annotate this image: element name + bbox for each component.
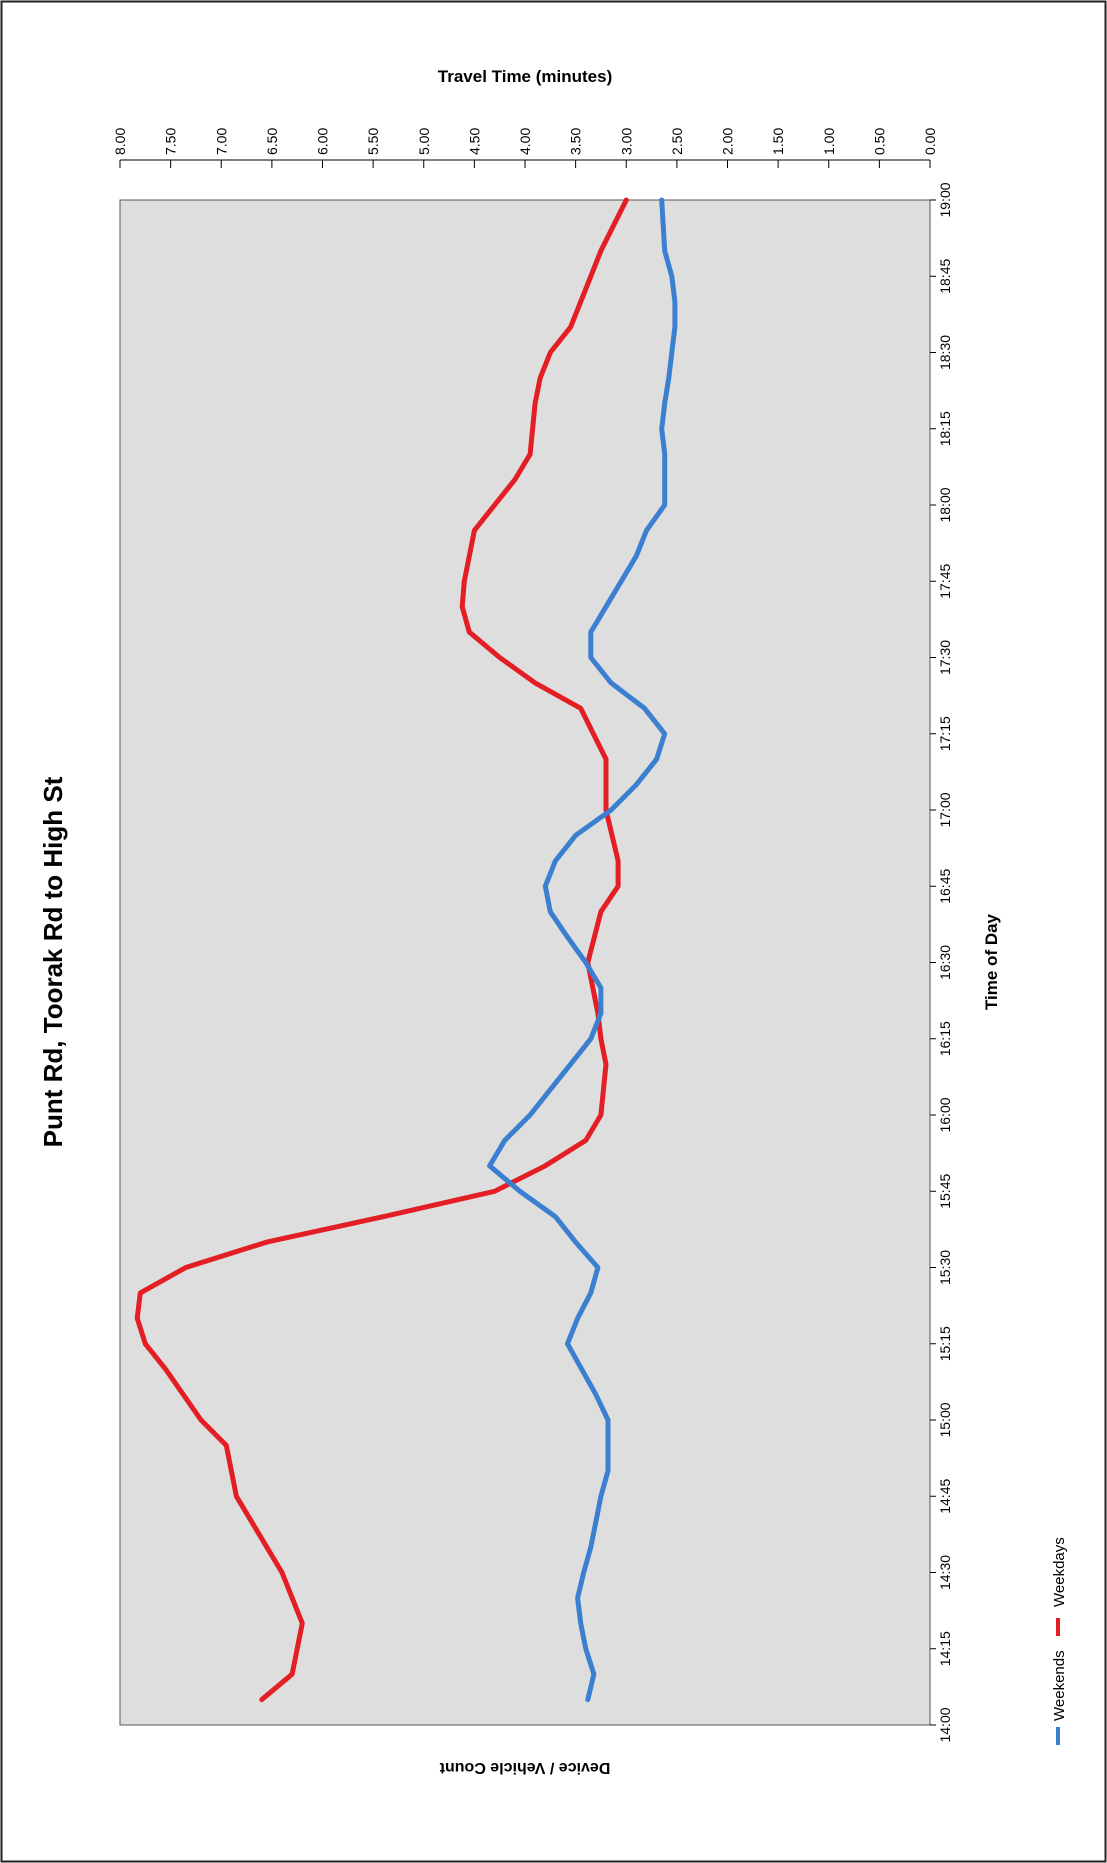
series-layer	[134, 197, 678, 1703]
x-tick-label: 18:00	[937, 487, 953, 522]
y-tick-label: 6.50	[264, 128, 280, 155]
x-tick-label: 17:30	[937, 640, 953, 675]
y-tick-label: 3.50	[568, 128, 584, 155]
y-tick-label: 0.50	[871, 128, 887, 155]
chart-title: Punt Rd, Toorak Rd to High St	[38, 776, 68, 1147]
y-tick-label: 2.50	[669, 128, 685, 155]
x-tick-label: 17:45	[937, 564, 953, 599]
x-tick-label: 19:00	[937, 182, 953, 217]
x-tick-label: 16:45	[937, 869, 953, 904]
y-axis-ticks: 0.00 0.50 1.00 1.50 2.00 2.50 3.00 3.50 4.00 4.50…	[112, 128, 938, 168]
x-tick-label: 16:15	[937, 1021, 953, 1056]
y-tick-label: 8.00	[112, 128, 128, 155]
legend-label-weekdays: Weekdays	[1051, 1537, 1068, 1607]
x-tick-label: 15:30	[937, 1250, 953, 1285]
series-line-weekdays	[134, 197, 629, 1703]
x-tick-label: 14:00	[937, 1707, 953, 1742]
legend-label-weekends: Weekends	[1051, 1650, 1068, 1721]
x-tick-label: 15:45	[937, 1174, 953, 1209]
x-tick-label: 14:30	[937, 1555, 953, 1590]
secondary-axis-label: Device / Vehicle Count	[439, 1759, 610, 1776]
y-tick-label: 5.00	[416, 128, 432, 155]
x-tick-label: 14:45	[937, 1479, 953, 1514]
y-axis-label: Travel Time (minutes)	[438, 67, 612, 86]
x-tick-label: 16:30	[937, 945, 953, 980]
y-tick-label: 7.00	[213, 128, 229, 155]
y-tick-label: 2.00	[720, 128, 736, 155]
legend: Weekends Weekdays	[1051, 1537, 1068, 1745]
y-tick-label: 1.50	[770, 128, 786, 155]
y-tick-label: 5.50	[365, 128, 381, 155]
x-axis-ticks: 14:00 14:15 14:30 14:45 15:00 15:15 15:30 15:45…	[930, 182, 953, 1743]
x-tick-label: 18:15	[937, 411, 953, 446]
plot-area	[119, 199, 931, 1726]
x-tick-label: 14:15	[937, 1631, 953, 1666]
y-tick-label: 4.00	[517, 128, 533, 155]
y-tick-label: 0.00	[922, 128, 938, 155]
y-tick-label: 3.00	[618, 128, 634, 155]
y-tick-label: 4.50	[466, 128, 482, 155]
x-tick-label: 15:15	[937, 1326, 953, 1361]
x-tick-label: 17:15	[937, 716, 953, 751]
x-tick-label: 16:00	[937, 1097, 953, 1132]
y-tick-label: 1.00	[821, 128, 837, 155]
x-tick-label: 17:00	[937, 792, 953, 827]
series-line-weekends	[487, 197, 678, 1703]
x-tick-label: 18:45	[937, 259, 953, 294]
y-tick-label: 6.00	[315, 128, 331, 155]
x-tick-label: 15:00	[937, 1402, 953, 1437]
y-tick-label: 7.50	[163, 128, 179, 155]
x-axis-label: Time of Day	[982, 913, 1001, 1010]
x-tick-label: 18:30	[937, 335, 953, 370]
